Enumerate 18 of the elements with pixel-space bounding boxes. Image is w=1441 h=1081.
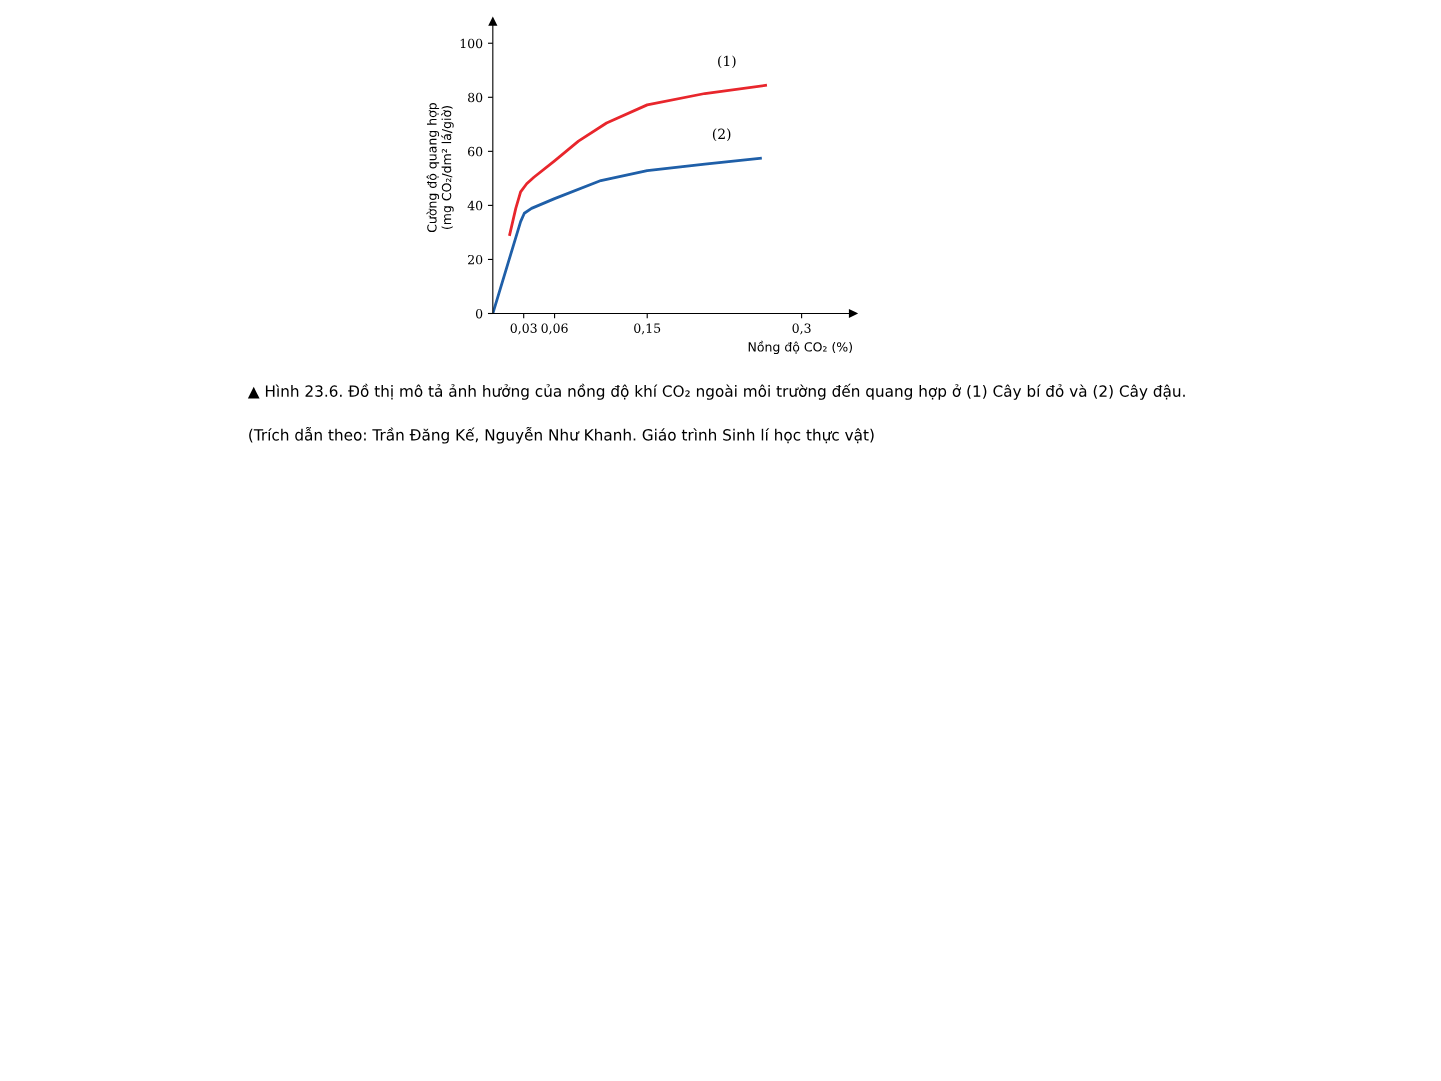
y-axis-title: Cường độ quang hợp (mg CO₂/dm² lá/giờ)	[426, 102, 454, 233]
x-tick-label: 0,3	[792, 323, 811, 335]
line-series	[492, 156, 762, 314]
y-tick-label: 20	[468, 254, 483, 265]
x-axis-title: Nồng độ CO₂ (%)	[748, 340, 852, 355]
y-tick-label: 60	[468, 146, 483, 157]
series-label: (2)	[712, 128, 731, 142]
x-tick-label: 0,03	[510, 323, 537, 335]
y-tick-label: 0	[475, 308, 483, 319]
y-tick-label: 40	[467, 200, 483, 211]
x-tick-label: 0,06	[541, 323, 568, 335]
line-series	[508, 84, 767, 236]
text: (Trích dẫn theo: Trần Đăng Kế, Nguyễn Như Khanh. Giáo trình Sinh lí học thực vật)	[249, 426, 874, 444]
text: ▲ Hình 23.6. Đồ thị mô tả ảnh hưởng của nồng độ khí CO₂ ngoài môi trường đến quang hợp ở (1) Cây bí đỏ và (2) Cây đậu.	[247, 383, 1185, 400]
y-tick-label: 80	[468, 92, 483, 103]
series-label: (1)	[718, 55, 736, 69]
x-tick-label: 0,15	[634, 323, 661, 335]
y-tick-label: 100	[460, 38, 483, 49]
